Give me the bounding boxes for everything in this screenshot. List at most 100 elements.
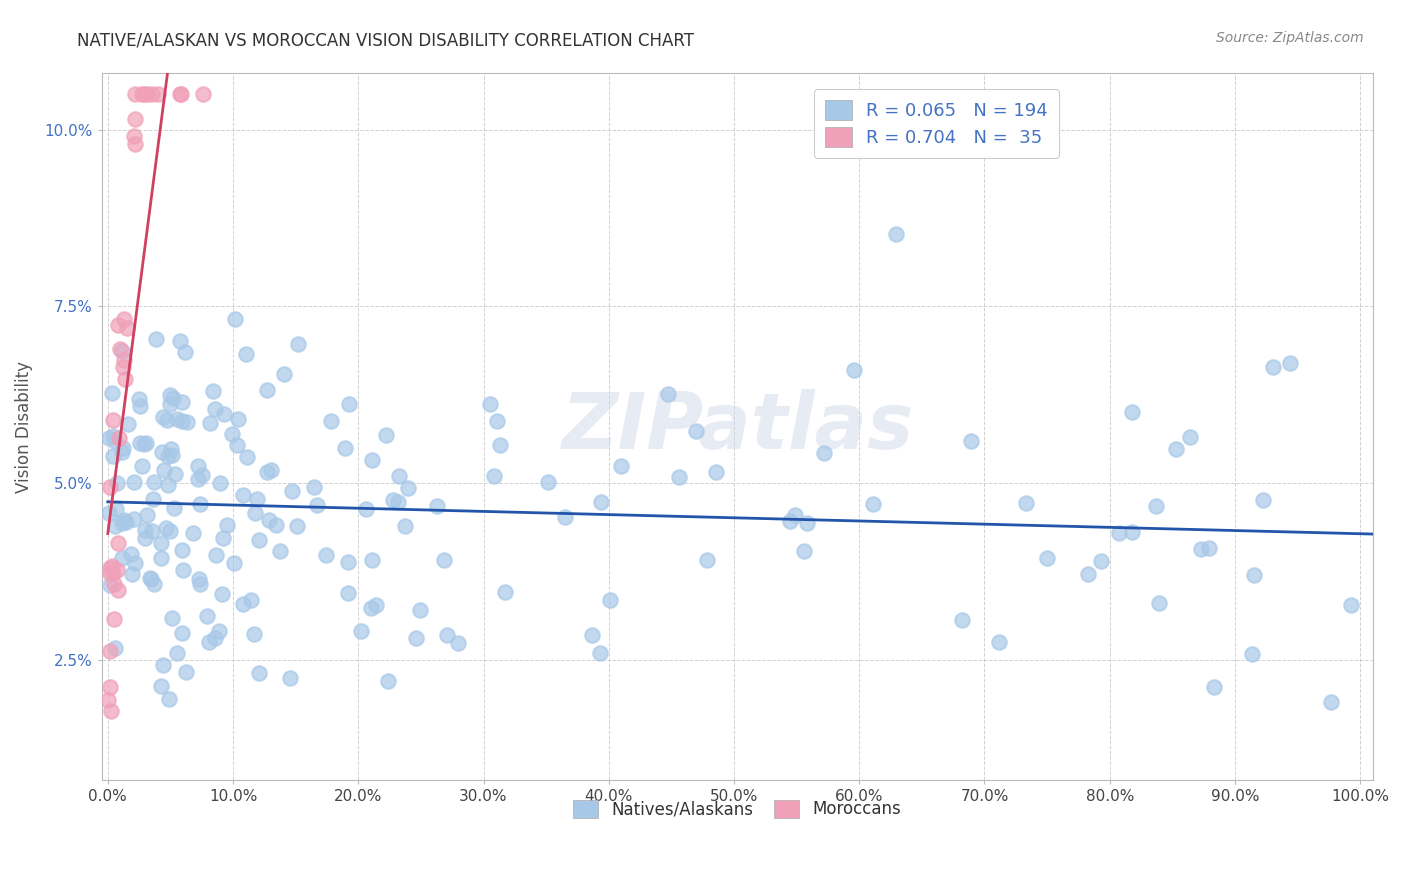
Point (249, 666, 271, 681)
Point (1319, 695, 1341, 709)
Point (100, 704, 122, 718)
Point (260, 463, 283, 477)
Point (426, 500, 449, 514)
Point (1198, 541, 1220, 556)
Point (152, 462, 174, 476)
Y-axis label: Vision Disability: Vision Disability (15, 360, 32, 492)
Point (1241, 647, 1264, 661)
Point (122, 512, 145, 526)
Point (581, 628, 603, 642)
Point (170, 626, 193, 640)
Point (141, 87, 163, 102)
Point (103, 449, 125, 463)
Point (98, 561, 121, 575)
Point (111, 343, 134, 358)
Point (236, 450, 259, 464)
Point (195, 608, 218, 623)
Point (779, 515, 801, 529)
Point (122, 475, 145, 489)
Point (361, 453, 384, 467)
Point (108, 342, 131, 356)
Point (315, 549, 337, 563)
Point (145, 332, 167, 346)
Point (494, 584, 516, 599)
Point (360, 600, 382, 615)
Point (1253, 493, 1275, 508)
Point (129, 399, 152, 413)
Point (436, 628, 458, 642)
Point (111, 359, 134, 374)
Point (187, 572, 209, 586)
Point (134, 531, 156, 545)
Point (1147, 596, 1170, 610)
Point (143, 577, 166, 591)
Point (107, 536, 129, 550)
Point (1108, 525, 1130, 540)
Point (150, 679, 173, 693)
Point (217, 517, 239, 532)
Point (394, 519, 416, 533)
Point (150, 536, 173, 550)
Point (226, 412, 249, 426)
Point (554, 509, 576, 524)
Point (174, 344, 197, 359)
Point (381, 493, 404, 508)
Point (207, 624, 229, 638)
Point (112, 353, 135, 368)
Point (224, 311, 246, 326)
Point (128, 392, 150, 407)
Point (188, 497, 211, 511)
Point (337, 555, 360, 569)
Point (240, 593, 263, 607)
Point (107, 583, 129, 598)
Point (98, 578, 121, 592)
Point (141, 524, 163, 539)
Point (489, 438, 512, 452)
Point (212, 408, 235, 422)
Point (104, 519, 127, 533)
Point (98, 566, 121, 580)
Point (174, 665, 197, 679)
Point (1015, 496, 1038, 510)
Point (114, 371, 136, 385)
Point (181, 526, 204, 541)
Point (134, 524, 156, 538)
Point (278, 671, 301, 685)
Point (243, 627, 266, 641)
Point (169, 334, 191, 348)
Point (235, 347, 257, 361)
Point (224, 556, 246, 570)
Point (211, 587, 233, 601)
Point (589, 647, 612, 661)
Point (589, 494, 612, 508)
Point (131, 459, 153, 474)
Point (193, 87, 215, 102)
Point (101, 386, 124, 401)
Point (163, 500, 186, 515)
Point (232, 597, 254, 611)
Point (108, 431, 131, 445)
Point (377, 673, 399, 688)
Point (988, 634, 1011, 648)
Point (176, 415, 198, 429)
Point (356, 502, 378, 516)
Point (170, 87, 193, 102)
Point (704, 465, 727, 479)
Point (247, 533, 270, 548)
Point (259, 513, 281, 527)
Point (387, 495, 409, 509)
Point (101, 566, 124, 580)
Point (152, 409, 174, 424)
Point (256, 383, 278, 397)
Point (1036, 551, 1059, 566)
Point (884, 227, 907, 242)
Point (408, 603, 430, 617)
Point (844, 363, 866, 377)
Point (360, 553, 382, 567)
Point (107, 318, 129, 332)
Point (1278, 356, 1301, 370)
Point (319, 414, 342, 428)
Point (104, 641, 127, 656)
Point (204, 631, 226, 645)
Point (160, 442, 183, 456)
